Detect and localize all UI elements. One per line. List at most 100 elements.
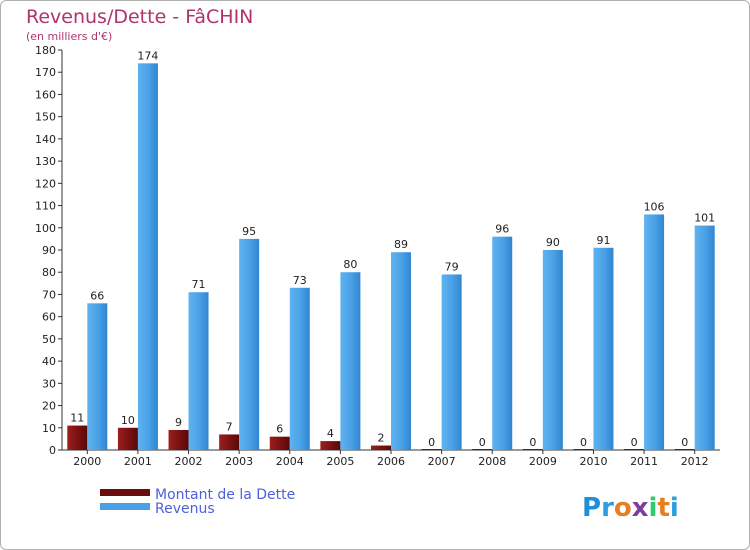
bar-debt <box>674 449 695 450</box>
legend-label-revenus: Revenus <box>155 501 215 517</box>
y-tick-label: 180 <box>35 44 56 57</box>
bar-revenus <box>340 272 361 450</box>
data-label: 71 <box>192 278 206 291</box>
bar-debt <box>117 427 138 450</box>
x-tick-label: 2002 <box>175 455 203 468</box>
bar-debt <box>624 449 645 450</box>
data-label: 9 <box>175 416 182 429</box>
data-label: 96 <box>495 223 509 236</box>
x-tick-label: 2001 <box>124 455 152 468</box>
bars <box>67 63 715 450</box>
data-label: 91 <box>596 234 610 247</box>
y-tick-label: 160 <box>35 88 56 101</box>
y-tick-label: 60 <box>42 311 56 324</box>
chart-title: Revenus/Dette - FâCHIN <box>26 6 253 28</box>
data-label: 0 <box>428 436 435 449</box>
bar-revenus <box>441 274 462 450</box>
data-label: 101 <box>694 212 715 225</box>
data-label: 79 <box>445 260 459 273</box>
bar-debt <box>168 430 189 450</box>
bar-revenus <box>137 63 158 450</box>
logo-letter: P <box>582 493 601 523</box>
x-tick-label: 2004 <box>276 455 304 468</box>
y-tick-label: 30 <box>42 377 56 390</box>
y-tick-label: 80 <box>42 266 56 279</box>
x-tick-label: 2005 <box>326 455 354 468</box>
x-tick-label: 2011 <box>630 455 658 468</box>
bar-debt <box>573 449 594 450</box>
bar-revenus <box>289 287 310 450</box>
data-label: 0 <box>479 436 486 449</box>
bar-revenus <box>188 292 209 450</box>
data-label: 90 <box>546 236 560 249</box>
data-label: 106 <box>644 200 665 213</box>
y-tick-label: 150 <box>35 111 56 124</box>
bar-revenus <box>694 225 715 450</box>
legend-swatch-debt <box>100 489 150 496</box>
chart-subtitle: (en milliers d'€) <box>26 30 112 43</box>
bar-revenus <box>87 303 108 450</box>
y-tick-label: 100 <box>35 222 56 235</box>
bar-debt <box>472 449 493 450</box>
bar-revenus <box>492 236 513 450</box>
logo-letter: x <box>632 493 649 523</box>
legend-label-debt: Montant de la Dette <box>155 487 295 503</box>
data-label: 0 <box>681 436 688 449</box>
y-tick-label: 50 <box>42 333 56 346</box>
bar-debt <box>219 434 240 450</box>
legend-swatch-revenus <box>100 503 150 510</box>
y-tick-label: 0 <box>49 444 56 457</box>
y-tick-label: 110 <box>35 200 56 213</box>
logo-letter: o <box>614 493 632 523</box>
bar-debt <box>421 449 442 450</box>
x-tick-label: 2012 <box>681 455 709 468</box>
data-label: 2 <box>378 432 385 445</box>
y-tick-label: 10 <box>42 422 56 435</box>
logo-letter: i <box>649 493 658 523</box>
y-tick-label: 130 <box>35 155 56 168</box>
y-tick-label: 170 <box>35 66 56 79</box>
x-tick-label: 2009 <box>529 455 557 468</box>
bar-debt <box>371 445 391 450</box>
bar-debt <box>522 449 543 450</box>
x-tick-label: 2008 <box>478 455 506 468</box>
data-label: 0 <box>529 436 536 449</box>
data-label: 95 <box>242 225 256 238</box>
data-labels: 11 66 10 174 9 71 7 95 6 73 4 80 2 89 0 79 0 96 0 90 0 91 0 106… <box>70 49 715 449</box>
data-label: 0 <box>631 436 638 449</box>
x-tick-label: 2000 <box>73 455 101 468</box>
data-label: 11 <box>70 412 84 425</box>
x-tick-label: 2006 <box>377 455 405 468</box>
y-tick-label: 70 <box>42 288 56 301</box>
x-tick-label: 2003 <box>225 455 253 468</box>
data-label: 7 <box>226 420 233 433</box>
data-label: 10 <box>121 414 135 427</box>
data-label: 174 <box>137 49 158 62</box>
data-label: 66 <box>90 289 104 302</box>
logo-letter: i <box>670 493 679 523</box>
y-tick-label: 40 <box>42 355 56 368</box>
y-tick-label: 140 <box>35 133 56 146</box>
y-tick-label: 20 <box>42 400 56 413</box>
data-label: 73 <box>293 274 307 287</box>
bar-revenus <box>542 250 563 450</box>
bar-revenus <box>593 247 614 450</box>
axes: 0102030405060708090100110120130140150160… <box>35 44 720 468</box>
y-tick-label: 120 <box>35 177 56 190</box>
x-tick-label: 2010 <box>579 455 607 468</box>
proxiti-logo: Proxiti <box>582 493 679 523</box>
bar-debt <box>269 436 290 450</box>
y-tick-label: 90 <box>42 244 56 257</box>
logo-letter: t <box>657 493 669 523</box>
data-label: 89 <box>394 238 408 251</box>
logo-letter: r <box>601 493 614 523</box>
x-tick-label: 2007 <box>428 455 456 468</box>
data-label: 80 <box>343 258 357 271</box>
bar-revenus <box>239 238 260 450</box>
bar-revenus <box>391 252 411 450</box>
legend: Montant de la Dette Revenus <box>100 487 295 517</box>
bar-debt <box>67 425 88 450</box>
data-label: 6 <box>276 423 283 436</box>
